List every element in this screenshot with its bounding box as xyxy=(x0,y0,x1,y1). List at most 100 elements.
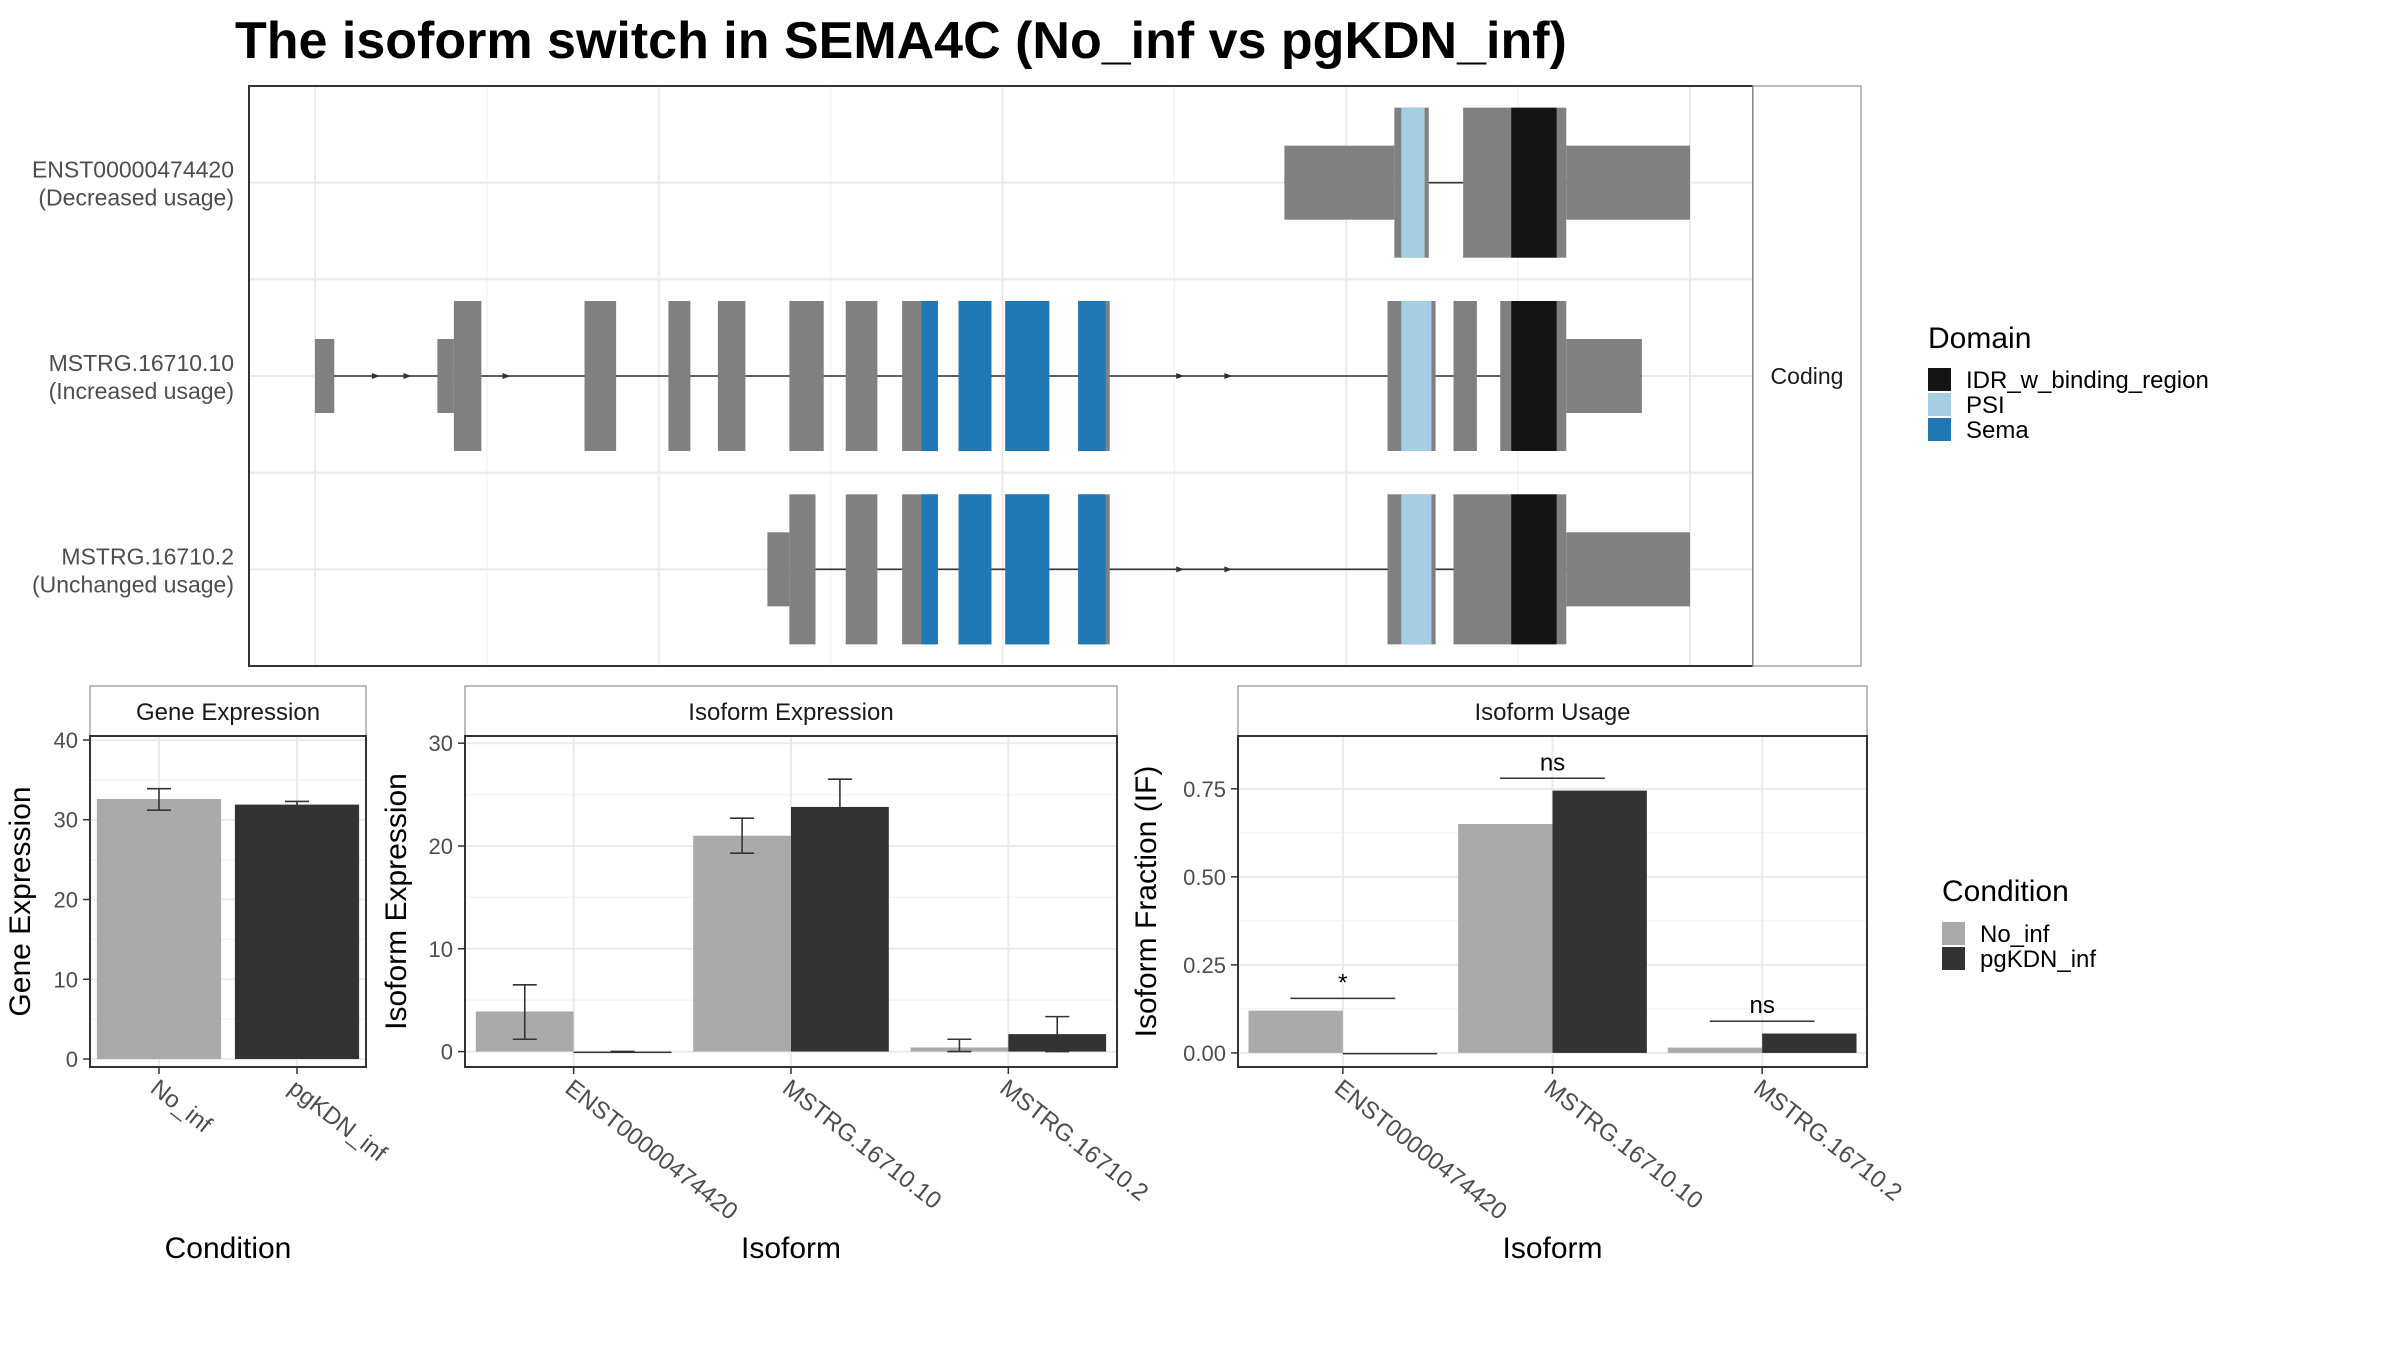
figure-title: The isoform switch in SEMA4C (No_inf vs … xyxy=(235,12,1567,70)
bar xyxy=(234,804,360,1060)
y-tick-label: 40 xyxy=(54,728,78,753)
legend-swatch xyxy=(1928,418,1951,441)
significance-label: ns xyxy=(1540,749,1565,776)
direction-arrow xyxy=(1224,373,1233,379)
facet-strip xyxy=(1752,85,1862,667)
coding-exon xyxy=(1453,301,1477,451)
domain-block xyxy=(1511,494,1557,645)
x-axis-title: Condition xyxy=(165,1232,292,1265)
y-axis-title: Isoform Expression xyxy=(380,773,413,1030)
direction-arrow xyxy=(1176,373,1185,379)
legend-swatch xyxy=(1942,922,1965,945)
isoform-name-label: MSTRG.16710.10 xyxy=(49,350,234,376)
direction-arrow xyxy=(371,373,380,379)
x-axis-title: Isoform xyxy=(741,1232,841,1265)
coding-exon xyxy=(668,301,691,451)
x-tick-label: MSTRG.16710.10 xyxy=(1539,1074,1708,1214)
plot-border xyxy=(89,735,367,1068)
y-tick-label: 0 xyxy=(441,1040,453,1065)
facet-strip-label: Isoform Expression xyxy=(688,699,893,726)
coding-exon xyxy=(845,301,878,451)
isoform-usage-panel: Isoform Usage 0.00 0.25 0.50 0.75 * ns ns ENST00… xyxy=(1130,685,1907,1265)
y-tick-label: 30 xyxy=(54,808,78,833)
facet-strip-label: Isoform Usage xyxy=(1474,699,1630,726)
bar xyxy=(96,799,222,1060)
domain-block xyxy=(958,301,992,451)
utr-exon xyxy=(437,339,454,413)
x-tick-label: ENST00000474420 xyxy=(1329,1074,1512,1225)
utr-exon xyxy=(1566,145,1690,220)
x-axis-title: Isoform xyxy=(1502,1232,1602,1265)
significance-label: ns xyxy=(1749,992,1774,1019)
domain-block xyxy=(958,494,992,645)
direction-arrow xyxy=(403,373,412,379)
direction-arrow xyxy=(1224,566,1233,573)
bar xyxy=(1248,1010,1343,1053)
legend-label: IDR_w_binding_region xyxy=(1966,367,2209,394)
y-tick-label: 10 xyxy=(54,967,78,992)
coding-exon xyxy=(717,301,746,451)
y-axis-title: Gene Expression xyxy=(4,786,37,1016)
utr-exon xyxy=(1566,532,1690,607)
legend-swatch xyxy=(1942,947,1965,970)
isoform-usage-label: (Decreased usage) xyxy=(38,185,234,211)
y-tick-label: 20 xyxy=(429,834,453,859)
domain-block xyxy=(1511,301,1557,451)
facet-strip xyxy=(464,685,1118,737)
legend-label: pgKDN_inf xyxy=(1980,946,2096,973)
facet-label: Coding xyxy=(1771,363,1844,389)
significance-label: * xyxy=(1338,969,1347,996)
y-tick-label: 0.00 xyxy=(1183,1041,1226,1066)
utr-exon xyxy=(767,532,790,607)
domain-block xyxy=(921,494,938,645)
y-axis-title: Isoform Fraction (IF) xyxy=(1130,766,1163,1038)
bar xyxy=(693,835,791,1052)
x-tick-label: pgKDN_inf xyxy=(283,1074,391,1167)
domain-block xyxy=(1005,494,1050,645)
legend-label: PSI xyxy=(1966,392,2005,419)
utr-exon xyxy=(315,339,335,413)
domain-block xyxy=(1401,301,1432,451)
facet-strip-label: Gene Expression xyxy=(136,699,320,726)
isoform-expression-panel: Isoform Expression 0 10 20 30 ENST00000474420… xyxy=(380,685,1154,1265)
bar xyxy=(1667,1047,1763,1053)
bar xyxy=(1552,790,1647,1053)
coding-exon xyxy=(789,494,816,645)
isoform-structure-panel: ENST00000474420(Decreased usage) MSTRG.16… xyxy=(32,85,1862,667)
facet-strip xyxy=(89,685,367,737)
legend-swatch xyxy=(1928,368,1951,391)
direction-arrow xyxy=(502,373,511,379)
y-tick-label: 20 xyxy=(54,888,78,913)
coding-exon xyxy=(845,494,878,645)
y-tick-label: 30 xyxy=(429,731,453,756)
isoform-name-label: MSTRG.16710.2 xyxy=(61,543,234,569)
bar xyxy=(1342,1052,1438,1055)
x-tick-label: MSTRG.16710.2 xyxy=(1748,1074,1907,1206)
x-tick-label: MSTRG.16710.10 xyxy=(777,1074,946,1214)
y-tick-label: 0.75 xyxy=(1183,777,1226,802)
bar xyxy=(791,806,889,1052)
y-tick-label: 0 xyxy=(66,1047,78,1072)
bar xyxy=(1458,824,1553,1053)
isoform-usage-label: (Increased usage) xyxy=(49,378,234,404)
utr-exon xyxy=(1284,145,1395,220)
y-tick-label: 0.50 xyxy=(1183,865,1226,890)
x-tick-label: MSTRG.16710.2 xyxy=(995,1074,1154,1206)
legend-swatch xyxy=(1928,393,1951,416)
y-tick-label: 0.25 xyxy=(1183,953,1226,978)
domain-block xyxy=(1401,107,1425,258)
utr-exon xyxy=(1566,339,1642,413)
domain-block xyxy=(1078,494,1106,645)
legend-label: Sema xyxy=(1966,417,2029,444)
coding-exon xyxy=(453,301,482,451)
isoform-usage-label: (Unchanged usage) xyxy=(32,571,234,597)
facet-strip xyxy=(1237,685,1868,737)
x-tick-label: ENST00000474420 xyxy=(560,1074,743,1225)
coding-exon xyxy=(789,301,824,451)
bar xyxy=(1762,1033,1857,1053)
domain-block xyxy=(1005,301,1050,451)
legend-label: No_inf xyxy=(1980,921,2050,948)
